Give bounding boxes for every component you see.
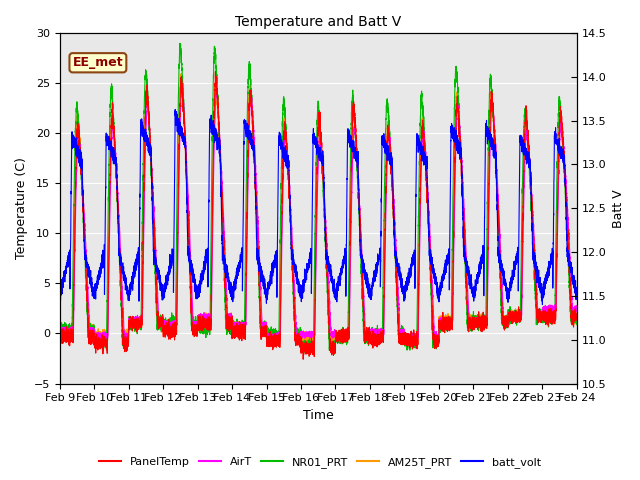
Legend: PanelTemp, AirT, NR01_PRT, AM25T_PRT, batt_volt: PanelTemp, AirT, NR01_PRT, AM25T_PRT, ba… — [94, 452, 546, 472]
Text: EE_met: EE_met — [72, 56, 124, 69]
Y-axis label: Temperature (C): Temperature (C) — [15, 157, 28, 259]
Y-axis label: Batt V: Batt V — [612, 189, 625, 228]
X-axis label: Time: Time — [303, 409, 333, 422]
Title: Temperature and Batt V: Temperature and Batt V — [235, 15, 401, 29]
